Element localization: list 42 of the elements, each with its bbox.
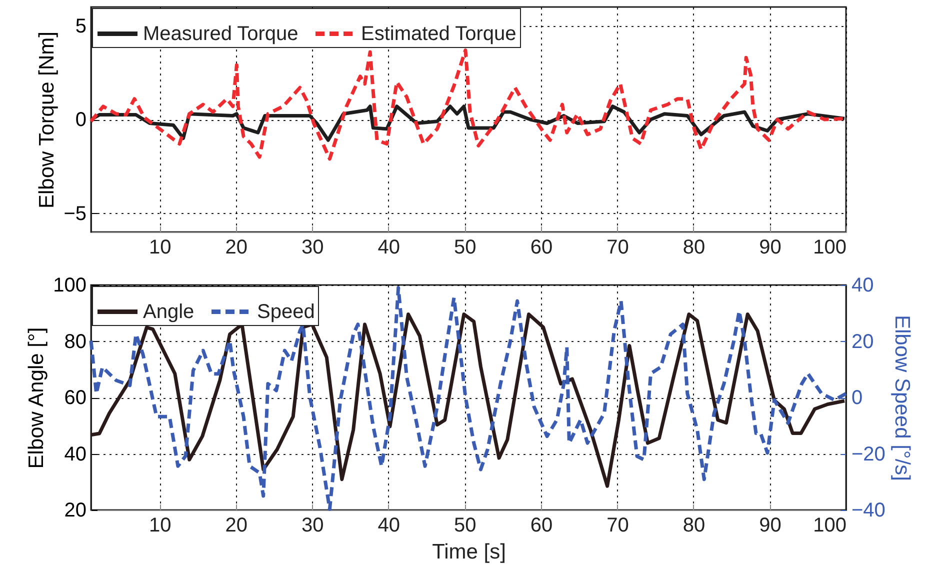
x-tick-label: 80 [682,236,706,258]
x-tick-label: 60 [530,514,553,536]
x-tick-label: 10 [149,236,172,258]
y-tick-label: 60 [64,387,86,409]
line-series [89,286,848,511]
y2-tick-label: −40 [852,500,886,522]
y-tick-label: 80 [64,330,86,353]
x-tick-label: 40 [378,514,400,536]
x-tick-label: 90 [759,514,782,536]
x-tick-label: 50 [454,514,476,536]
legend-label: Estimated Torque [361,22,516,45]
y-tick-label: −5 [64,202,86,225]
y2-tick-label: −20 [852,443,886,466]
x-tick-label: 20 [225,236,248,258]
y-axis-title: Elbow Angle [°] [25,327,48,469]
y2-axis-title: Elbow Speed [°/s] [890,315,914,481]
x-axis-title: Time [s] [432,540,506,564]
x-tick-label: 20 [225,514,248,536]
y-tick-label: 20 [64,500,86,522]
y-tick-label: 40 [64,443,86,466]
y2-tick-label: 40 [852,274,874,296]
x-tick-label: 70 [606,514,629,536]
y-tick-label: 100 [53,274,86,296]
y2-tick-label: 0 [852,387,863,409]
x-tick-label: 100 [813,514,846,536]
x-tick-label: 50 [454,236,476,258]
x-tick-label: 30 [302,514,324,536]
x-tick-label: 40 [378,236,400,258]
legend-label: Measured Torque [143,22,298,45]
y2-tick-label: 20 [852,330,874,353]
legend-label: Angle [143,300,194,323]
y-axis-title: Elbow Torque [Nm] [36,31,59,209]
y-tick-label: 0 [75,109,86,131]
x-tick-label: 90 [759,236,782,258]
x-tick-label: 10 [149,514,172,536]
y-tick-label: 5 [75,15,86,38]
x-tick-label: 70 [606,236,629,258]
x-tick-label: 30 [302,236,324,258]
x-tick-label: 80 [682,514,706,536]
x-tick-label: 100 [813,236,846,258]
legend-label: Speed [257,300,315,323]
x-tick-label: 60 [530,236,553,258]
